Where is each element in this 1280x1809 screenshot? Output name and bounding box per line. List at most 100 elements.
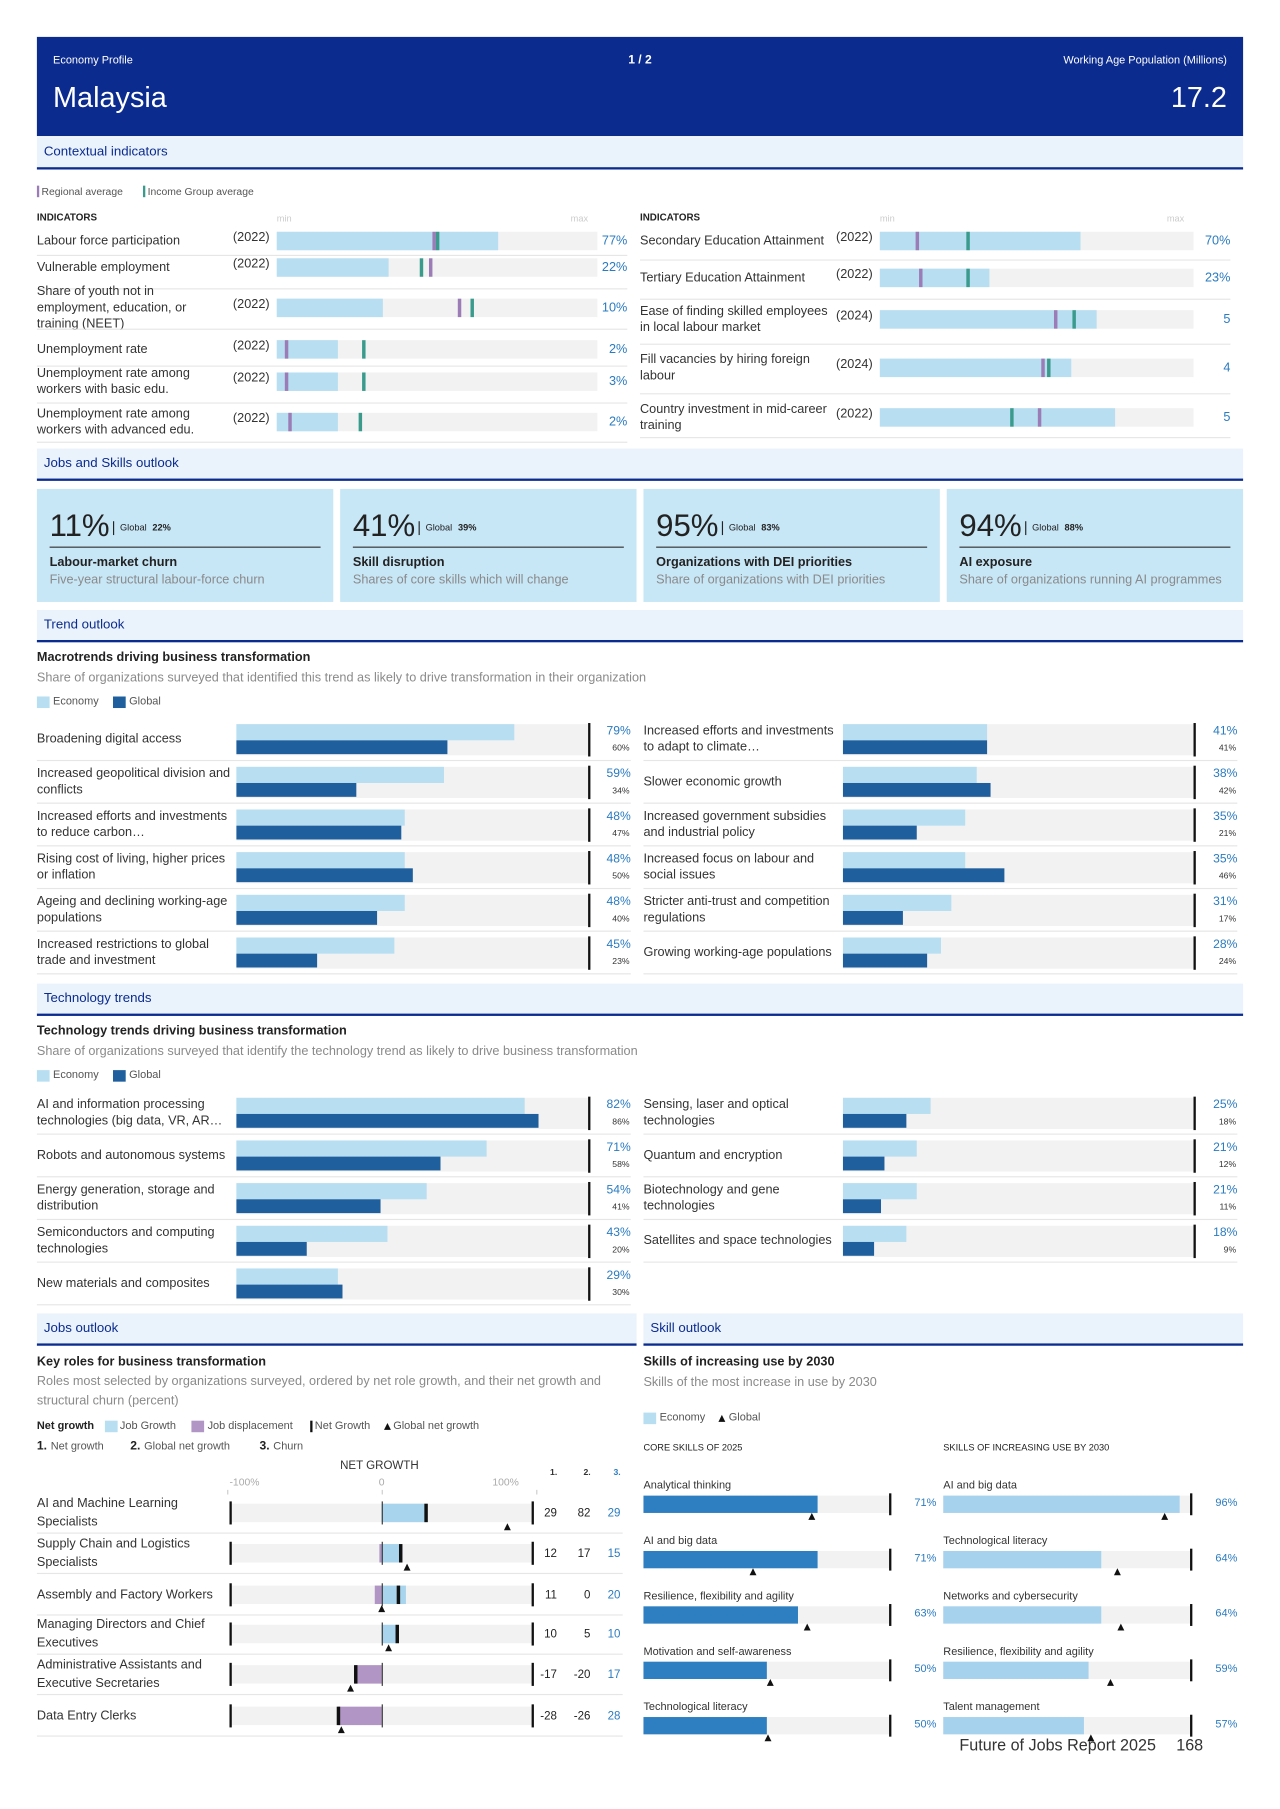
job-growth-bar [381,1544,403,1563]
legend-income-swatch [142,185,146,198]
global-bar [842,1241,875,1256]
legend-growth-swatch [104,1420,118,1433]
economy-bar [842,937,942,954]
global-bar [842,782,991,797]
indicator-label: Ease of finding skilled employees in loc… [639,304,828,335]
row-separator [36,845,631,847]
card-value: 94% [959,508,1022,544]
skill-global-mark [749,1568,757,1576]
legend-regional: Regional average [41,185,123,198]
row-separator [639,298,1231,300]
economy-bar [236,1268,339,1285]
economy-value: 54% [606,1183,631,1198]
zero-line [381,1704,383,1728]
economy-bar [236,766,444,783]
indicator-bar [276,372,338,391]
card-value: 95% [656,508,719,544]
legend-global: Global [129,695,161,708]
global-value: -26 [573,1709,591,1723]
net-growth-mark [396,1585,401,1605]
skill-label: Technological literacy [943,1534,1048,1548]
card-value: 41% [352,508,416,544]
net-growth-mark [336,1706,341,1726]
global-net-growth-mark [377,1605,385,1613]
global-value: 88% [1064,522,1084,533]
economy-value: 48% [606,809,631,824]
job-displacement-bar [355,1665,382,1684]
skill-end-line [889,1493,891,1516]
skill-end-line [1190,1604,1192,1626]
min-label: min [276,212,292,224]
row-separator [639,437,1231,439]
income-marker [1047,358,1051,378]
skill-global-mark [1116,1623,1124,1631]
skill-value: 57% [1215,1717,1238,1731]
skill-global-mark [803,1623,811,1631]
skill-global-mark [1114,1568,1122,1576]
trend-label: New materials and composites [36,1276,210,1291]
trend-end-line [588,765,591,800]
global-net-growth-mark [346,1684,354,1692]
role-label: AI and Machine Learning Specialists [36,1496,178,1530]
legend-global-swatch [383,1422,391,1430]
net-growth-mark [395,1624,399,1644]
header-country: Malaysia [53,81,167,115]
economy-value: 35% [1213,852,1238,867]
global-value: 0 [583,1588,591,1602]
section-band [36,610,1244,643]
indicator-value: 5 [1223,410,1231,425]
trend-label: Stricter anti-trust and competition regu… [643,894,830,925]
axis-tick-label: 100% [492,1476,519,1488]
row-separator [36,365,628,367]
global-net-growth-mark [337,1726,345,1734]
churn-value: 17 [607,1668,621,1681]
skill-value: 59% [1215,1662,1238,1676]
indicator-label: Share of youth not in employment, educat… [36,284,187,331]
income-marker [1009,408,1014,427]
economy-value: 28% [1213,937,1238,952]
legend-global: Global net growth [393,1419,480,1432]
global-value: 5 [583,1627,591,1641]
row-separator [643,759,1238,762]
global-bar [236,868,413,883]
job-displacement-bar [374,1585,382,1605]
header-band [36,36,1244,137]
skill-label: AI and big data [943,1479,1017,1492]
footer-page: 168 [1176,1734,1204,1754]
economy-bar [236,1183,427,1200]
header-page: 1 / 2 [628,53,652,68]
global-value: 58% [612,1158,630,1170]
jobs-title: Key roles for business transformation [36,1354,266,1369]
technology-subtitle: Share of organizations surveyed that ide… [36,1044,638,1059]
economy-value: 21% [1213,1183,1238,1198]
section-title: Jobs outlook [43,1321,119,1336]
global-bar [236,1284,342,1299]
row-separator [643,1176,1238,1178]
skill-global-mark [767,1678,775,1686]
regional-marker [457,298,462,318]
trend-end-line [1193,1181,1196,1216]
indicator-year: (2022) [232,230,270,245]
indicator-value: 10% [601,300,628,315]
global-label: Global [425,522,453,533]
job-displacement-bar [338,1706,382,1726]
card-rule [49,546,321,548]
global-bar [842,740,987,755]
legend-displacement: Job displacement [207,1419,293,1432]
economy-bar [236,1225,388,1242]
card-rule [959,546,1231,548]
row-separator [643,930,1238,932]
increasing-title: SKILLS OF INCREASING USE BY 2030 [943,1442,1110,1453]
indicator-year: (2022) [232,257,270,271]
global-value: 41% [612,1201,630,1212]
indicator-label: Labour force participation [36,234,181,248]
global-net-growth-mark [385,1644,393,1652]
economy-value: 38% [1213,767,1238,781]
indicator-bar [879,310,1097,329]
economy-value: 79% [606,724,631,739]
row-separator [36,1176,631,1178]
row-separator [36,1218,631,1221]
global-value: 47% [612,827,630,839]
jobs-subtitle: Roles most selected by organizations sur… [36,1374,601,1408]
economy-bar [842,852,966,869]
